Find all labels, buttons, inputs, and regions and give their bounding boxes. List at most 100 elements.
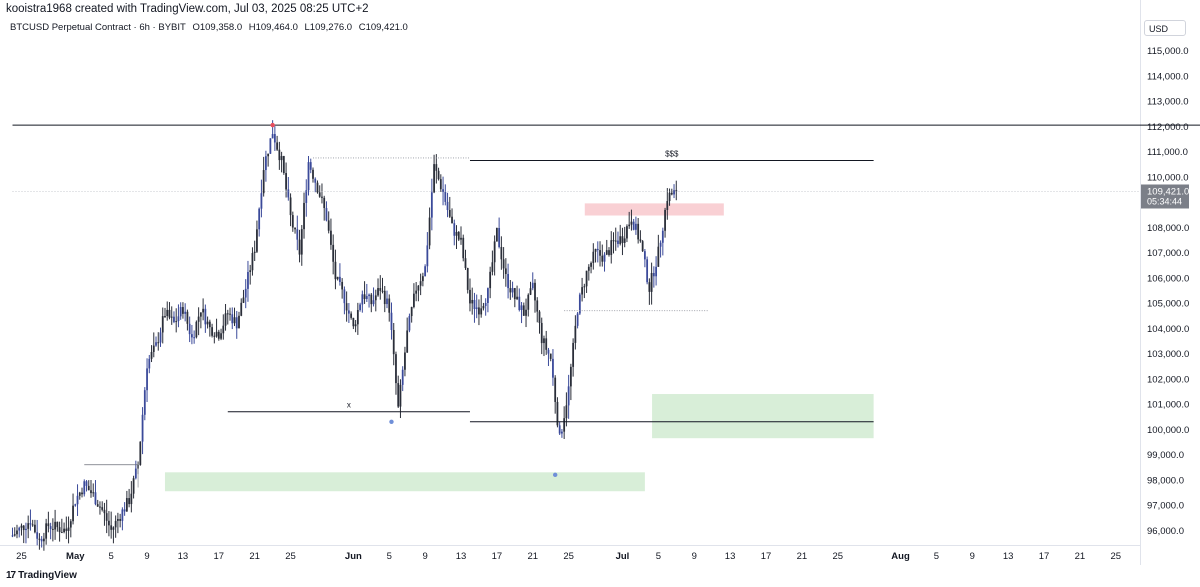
candle-body xyxy=(451,216,453,224)
candle-body xyxy=(60,532,63,534)
tradingview-logo[interactable]: 17 TradingView xyxy=(6,570,77,581)
candle-body xyxy=(123,509,126,512)
candle-body xyxy=(76,495,79,505)
candle-body xyxy=(670,192,673,195)
candle-body xyxy=(491,262,494,272)
y-tick-label: 112,000.0 xyxy=(1147,122,1189,133)
x-tick-label: 21 xyxy=(797,551,808,562)
candle-body xyxy=(233,317,236,324)
candle-body xyxy=(85,481,88,486)
x-tick-label: 13 xyxy=(178,551,189,562)
candle-body xyxy=(495,228,498,242)
candle-body xyxy=(493,241,496,263)
chart-credit-line: kooistra1968 created with TradingView.co… xyxy=(6,3,369,15)
candle-body xyxy=(269,138,272,154)
candle-body xyxy=(500,246,503,260)
candle-body xyxy=(424,266,427,277)
candle-body xyxy=(325,208,328,221)
candle-body xyxy=(413,293,415,308)
currency-button[interactable]: USD xyxy=(1144,20,1186,36)
candle-body xyxy=(455,231,458,236)
candle-body xyxy=(590,262,592,267)
candle-body xyxy=(426,245,429,267)
candle-body xyxy=(267,153,270,157)
candle-body xyxy=(285,173,287,190)
x-tick-label: 17 xyxy=(492,551,503,562)
x-tick-label: May xyxy=(66,551,85,562)
candle-body xyxy=(482,306,485,309)
candle-body xyxy=(565,405,568,419)
candle-body xyxy=(38,538,41,540)
candle-body xyxy=(406,330,409,353)
candle-body xyxy=(49,526,52,529)
y-tick-label: 113,000.0 xyxy=(1147,97,1189,108)
candle-body xyxy=(518,296,521,311)
candle-body xyxy=(287,189,290,198)
candle-body xyxy=(217,331,220,339)
candle-body xyxy=(298,239,301,255)
y-tick-label: 115,000.0 xyxy=(1147,46,1189,57)
candle-body xyxy=(182,307,184,314)
candle-body xyxy=(448,209,451,217)
x-tick-label: 17 xyxy=(761,551,772,562)
x-tick-label: 21 xyxy=(249,551,260,562)
x-tick-label: 9 xyxy=(692,551,697,562)
candle-body xyxy=(626,226,628,239)
candle-body xyxy=(527,294,530,310)
candle-body xyxy=(105,513,108,521)
candle-body xyxy=(552,358,554,378)
candle-body xyxy=(27,523,30,529)
candle-body xyxy=(395,354,397,384)
x-tick-label: 5 xyxy=(109,551,114,562)
candle-body xyxy=(204,308,207,325)
candle-body xyxy=(256,229,258,252)
candle-body xyxy=(191,334,193,338)
candle-body xyxy=(608,250,610,255)
candle-body xyxy=(601,255,604,262)
candle-body xyxy=(356,310,359,325)
candle-body xyxy=(361,294,364,305)
candle-body xyxy=(377,288,379,296)
candle-body xyxy=(650,272,653,292)
candle-body xyxy=(139,441,142,465)
candle-body xyxy=(188,323,191,335)
candle-body xyxy=(578,294,581,314)
candle-body xyxy=(31,524,34,526)
candle-body xyxy=(648,282,651,292)
candle-body xyxy=(56,521,59,528)
symbol-legend[interactable]: BTCUSD Perpetual Contract · 6h · BYBIT O… xyxy=(10,22,412,33)
y-tick-label: 99,000.0 xyxy=(1147,450,1184,461)
candle-body xyxy=(428,217,431,246)
sss-liquidity-line-label: $$$ xyxy=(665,149,679,158)
candle-body xyxy=(327,220,330,231)
candle-body xyxy=(179,307,182,317)
candle-body xyxy=(67,527,70,531)
candle-body xyxy=(224,313,227,326)
x-swing-line-label: x xyxy=(347,401,351,410)
candle-body xyxy=(112,527,115,530)
candle-body xyxy=(673,190,675,195)
candle-body xyxy=(666,201,669,210)
candle-body xyxy=(157,342,160,344)
candle-body xyxy=(509,288,512,293)
candle-body xyxy=(312,169,314,179)
candle-body xyxy=(83,481,86,495)
candle-body xyxy=(235,317,238,329)
candle-body xyxy=(504,268,507,274)
candle-body xyxy=(278,149,281,161)
candle-body xyxy=(63,528,65,533)
candle-body xyxy=(612,240,615,242)
candle-body xyxy=(383,290,386,305)
candle-body xyxy=(334,261,337,280)
candle-body xyxy=(72,505,74,522)
candle-body xyxy=(511,288,514,293)
candle-body xyxy=(247,271,249,289)
candle-body xyxy=(583,286,586,288)
y-tick-label: 108,000.0 xyxy=(1147,223,1189,234)
x-tick-label: 9 xyxy=(970,551,975,562)
candle-body xyxy=(421,276,424,282)
y-tick-label: 106,000.0 xyxy=(1147,273,1189,284)
candle-body xyxy=(54,521,57,530)
candle-body xyxy=(253,251,256,254)
